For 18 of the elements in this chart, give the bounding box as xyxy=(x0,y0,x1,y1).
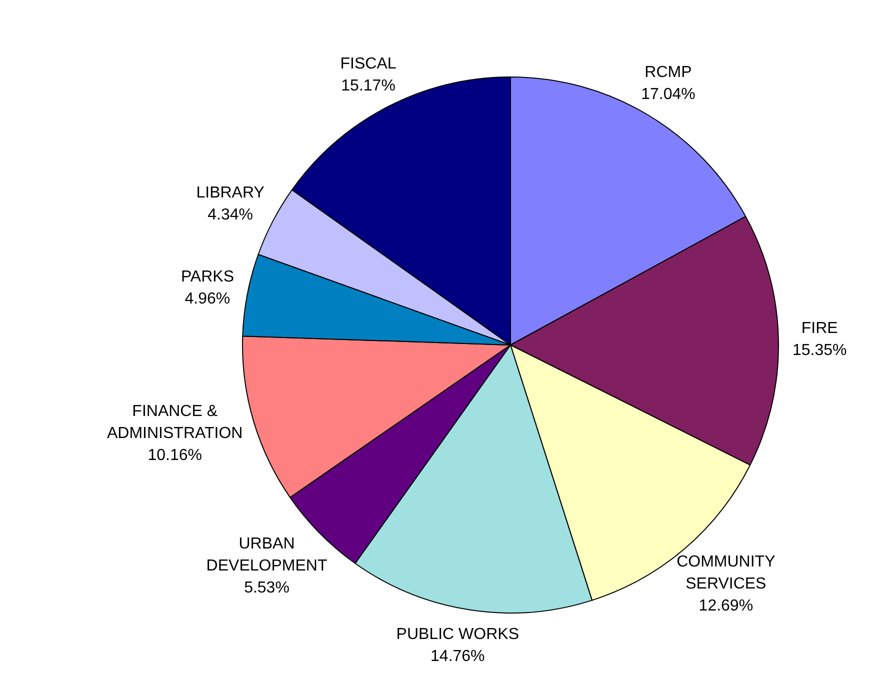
data-label: 14.76% xyxy=(430,648,485,665)
slice-label: RCMP xyxy=(644,64,692,81)
slice-label: COMMUNITY SERVICES xyxy=(676,554,776,593)
data-label: 15.35% xyxy=(792,342,847,359)
slice-label: PARKS xyxy=(180,268,234,286)
slice-label: FIRE xyxy=(801,320,838,337)
slice-label: FISCAL xyxy=(340,55,396,72)
slice-label: FINANCE & ADMINISTRATION xyxy=(106,403,243,442)
data-label: 12.69% xyxy=(698,598,754,615)
data-label: 5.53% xyxy=(244,580,290,597)
data-label: 4.96% xyxy=(184,290,230,308)
data-label: 15.17% xyxy=(341,77,396,94)
slice-label: LIBRARY xyxy=(196,184,265,202)
data-label: 10.16% xyxy=(148,447,202,464)
data-label: 17.04% xyxy=(641,86,696,103)
slice-label: URBAN DEVELOPMENT xyxy=(206,536,328,575)
slice-label: PUBLIC WORKS xyxy=(396,626,519,643)
data-label: 4.34% xyxy=(208,206,254,224)
